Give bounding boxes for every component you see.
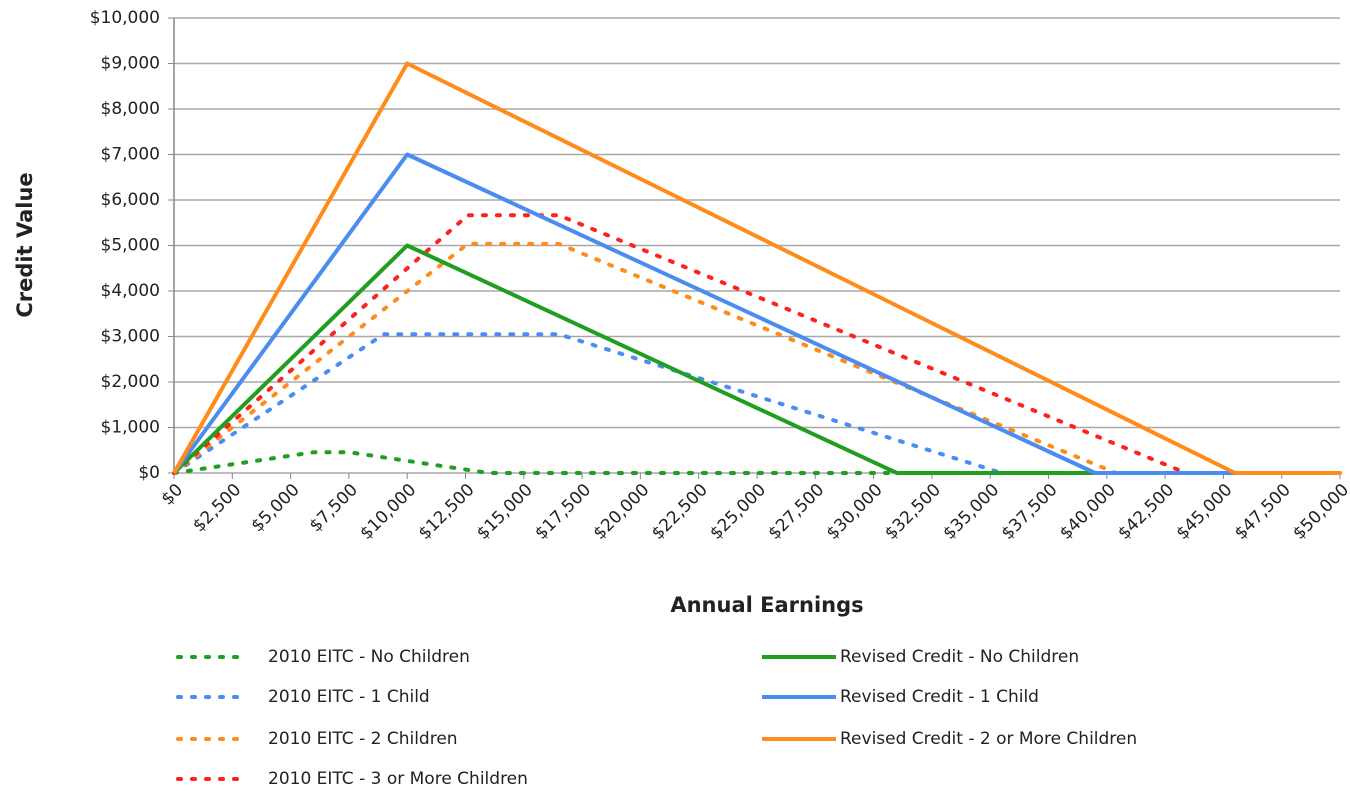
x-tick-label: $37,500 bbox=[998, 480, 1062, 544]
x-tick-label: $47,500 bbox=[1231, 480, 1295, 544]
legend-label: Revised Credit - 2 or More Children bbox=[840, 729, 1137, 749]
series-line bbox=[172, 450, 1342, 475]
y-tick-label: $4,000 bbox=[101, 281, 160, 301]
series-line bbox=[172, 61, 1340, 475]
x-tick-label: $2,500 bbox=[189, 480, 245, 536]
legend-label: 2010 EITC - 1 Child bbox=[268, 687, 430, 707]
x-tick-label: $42,500 bbox=[1114, 480, 1178, 544]
x-tick-label: $20,000 bbox=[590, 480, 654, 544]
x-tick-label: $0 bbox=[158, 480, 187, 509]
series-line bbox=[172, 332, 1342, 475]
y-tick-label: $10,000 bbox=[90, 8, 160, 28]
x-tick-label: $5,000 bbox=[247, 480, 303, 536]
y-tick-label: $9,000 bbox=[101, 54, 160, 74]
y-tick-label: $1,000 bbox=[101, 418, 160, 438]
y-tick-label: $2,000 bbox=[101, 372, 160, 392]
x-tick-label: $32,500 bbox=[881, 480, 945, 544]
x-tick-label: $45,000 bbox=[1173, 480, 1237, 544]
legend-label: Revised Credit - 1 Child bbox=[840, 687, 1039, 707]
x-tick-label: $17,500 bbox=[531, 480, 595, 544]
x-tick-label: $7,500 bbox=[306, 480, 362, 536]
legend-label: Revised Credit - No Children bbox=[840, 647, 1079, 667]
x-tick-label: $15,000 bbox=[473, 480, 537, 544]
x-axis-title: Annual Earnings bbox=[670, 593, 863, 617]
x-tick-label: $50,000 bbox=[1289, 480, 1350, 544]
series-line bbox=[172, 152, 1340, 475]
x-tick-label: $22,500 bbox=[648, 480, 712, 544]
y-tick-label: $0 bbox=[138, 463, 160, 483]
x-tick-label: $25,000 bbox=[706, 480, 770, 544]
x-tick-label: $40,000 bbox=[1056, 480, 1120, 544]
y-tick-label: $3,000 bbox=[101, 327, 160, 347]
series-line bbox=[172, 241, 1342, 475]
y-tick-label: $8,000 bbox=[101, 99, 160, 119]
legend-label: 2010 EITC - 2 Children bbox=[268, 729, 458, 749]
x-tick-label: $35,000 bbox=[939, 480, 1003, 544]
y-axis-title: Credit Value bbox=[13, 172, 37, 317]
x-tick-label: $10,000 bbox=[356, 480, 420, 544]
x-tick-label: $30,000 bbox=[823, 480, 887, 544]
y-tick-label: $7,000 bbox=[101, 145, 160, 165]
series-line bbox=[172, 213, 1342, 475]
x-tick-label: $27,500 bbox=[765, 480, 829, 544]
x-tick-label: $12,500 bbox=[415, 480, 479, 544]
y-tick-label: $6,000 bbox=[101, 190, 160, 210]
legend-label: 2010 EITC - No Children bbox=[268, 647, 470, 667]
legend-label: 2010 EITC - 3 or More Children bbox=[268, 769, 528, 789]
y-tick-label: $5,000 bbox=[101, 236, 160, 256]
